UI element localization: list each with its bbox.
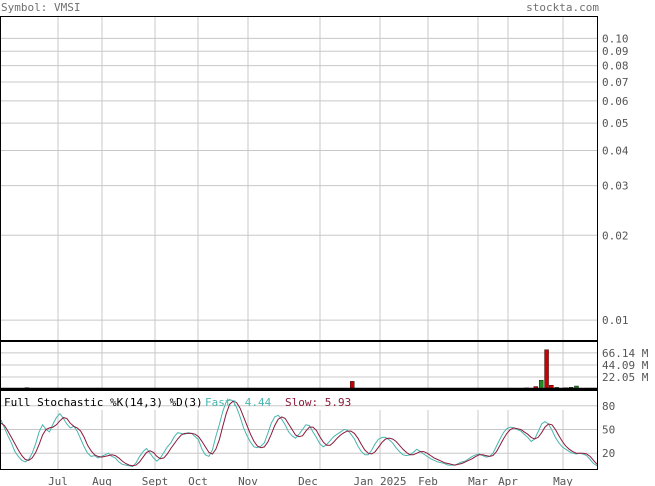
price-tick-label: 0.03: [602, 180, 629, 193]
volume-bar: [538, 380, 544, 390]
stoch-tick-label: 80: [602, 400, 615, 413]
symbol-label: Symbol: VMSI: [1, 1, 81, 14]
price-tick-label: 0.07: [602, 76, 629, 89]
stoch-title: Full Stochastic %K(14,3) %D(3): [4, 396, 203, 409]
volume-tick-label: 44.09 M: [602, 359, 649, 372]
volume-tick-label: 22.05 M: [602, 371, 649, 384]
price-panel: 0.100.09 0.08 0.07 0.06 0.05 0.04 0.03 0.02 0.01: [0, 16, 629, 341]
price-tick-label: 0.01: [602, 314, 629, 327]
month-label: Feb: [418, 475, 438, 486]
month-label: May: [553, 475, 573, 486]
volume-bar: [544, 349, 549, 390]
stoch-tick-label: 20: [602, 447, 615, 460]
volume-panel-border: [0, 341, 598, 390]
month-label: Dec: [298, 475, 318, 486]
month-label: Jan 2025: [354, 475, 407, 486]
month-label: Jul: [48, 475, 68, 486]
stoch-fast-label: Fast: 4.44: [205, 396, 272, 409]
month-label: Mar: [468, 475, 488, 486]
stoch-tick-label: 50: [602, 424, 615, 437]
stochastic-panel: 80 50 20 Full Stochastic %K(14,3) %D(3) Fast…: [0, 390, 615, 470]
price-tick-label: 0.06: [602, 95, 629, 108]
volume-panel: 66.14 M44.09 M22.05 M: [0, 341, 649, 390]
stoch-panel-border: [0, 390, 598, 470]
price-tick-label: 0.10: [602, 32, 629, 45]
site-label: stockta.com: [526, 1, 599, 14]
price-panel-border: [0, 16, 598, 341]
price-tick-label: 0.05: [602, 117, 629, 130]
month-label: Apr: [498, 475, 518, 486]
price-tick-label: 0.02: [602, 229, 629, 242]
price-tick-label: 0.08: [602, 60, 629, 73]
x-axis: Jul Aug Sept Oct Nov Dec Jan 2025 Feb Mar Apr May: [48, 475, 573, 486]
price-tick-label: 0.04: [602, 144, 629, 157]
month-label: Oct: [188, 475, 208, 486]
month-label: Nov: [238, 475, 258, 486]
slow-stochastic-line: [0, 400, 598, 467]
stoch-slow-label: Slow: 5.93: [285, 396, 351, 409]
month-label: Aug: [92, 475, 112, 486]
price-tick-label: 0.09: [602, 45, 629, 58]
month-label: Sept: [142, 475, 169, 486]
volume-tick-label: 66.14 M: [602, 347, 649, 360]
